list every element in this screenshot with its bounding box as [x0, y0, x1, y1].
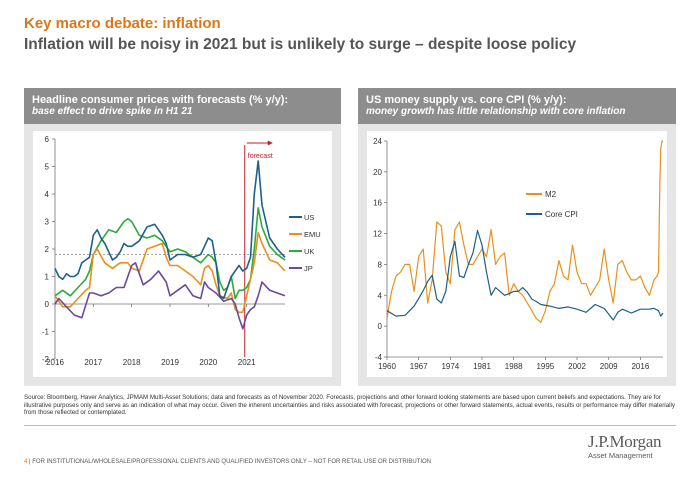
left-chart-plot-area: -2 -1 0 1 2 3 4 5 6 2016 2017 2018 2019 2020 2021 forec…: [33, 131, 332, 377]
y-tick-label: -4: [375, 353, 383, 362]
y-tick-label: 4: [378, 291, 383, 300]
y-tick-label: 3: [45, 218, 50, 227]
x-tick-label: 2016: [631, 362, 649, 371]
x-tick-label: 1981: [473, 362, 491, 371]
logo-subtitle: Asset Management: [588, 451, 653, 460]
y-tick-label: 1: [45, 273, 50, 282]
x-tick-label: 1967: [410, 362, 428, 371]
footer-text: FOR INSTITUTIONAL/WHOLESALE/PROFESSIONAL…: [32, 459, 431, 465]
series-line-core-cpi: [386, 229, 664, 321]
y-tick-label: 16: [373, 199, 382, 208]
right-chart-title: US money supply vs. core CPI (% y/y):: [366, 94, 567, 106]
y-tick-label: 0: [45, 300, 50, 309]
slide-kicker: Key macro debate: inflation: [24, 15, 221, 32]
x-tick-label: 2016: [46, 358, 64, 367]
page-number: 4: [24, 459, 28, 465]
forecast-arrowhead: [267, 140, 273, 146]
x-tick-label: 1960: [378, 362, 396, 371]
legend-label-us: US: [304, 213, 314, 222]
series-line-uk: [54, 207, 286, 300]
x-tick-label: 2019: [161, 358, 179, 367]
legend-label-core-cpi: Core CPI: [545, 210, 578, 219]
x-tick-label: 2009: [600, 362, 618, 371]
right-chart-plot-area: -4 0 4 8 12 16 20 24 1960 1967 1974 1981 1988 1995 200…: [367, 131, 667, 377]
right-chart-header: US money supply vs. core CPI (% y/y): mo…: [358, 88, 676, 124]
x-tick-label: 2020: [199, 358, 217, 367]
x-tick-label: 1988: [505, 362, 523, 371]
disclaimer-footer: 4 | FOR INSTITUTIONAL/WHOLESALE/PROFESSI…: [24, 459, 431, 465]
y-tick-label: 20: [373, 168, 382, 177]
legend-label-m2: M2: [545, 190, 557, 199]
series-line-m2: [386, 140, 663, 323]
footer-separator: |: [29, 459, 31, 465]
x-tick-label: 1974: [441, 362, 459, 371]
y-tick-label: 8: [378, 260, 383, 269]
series-line-emu: [54, 231, 286, 314]
x-tick-label: 2017: [84, 358, 102, 367]
series-line-us: [54, 160, 286, 300]
left-chart-panel: Headline consumer prices with forecasts …: [24, 88, 341, 386]
right-chart-panel: US money supply vs. core CPI (% y/y): mo…: [358, 88, 676, 386]
y-tick-label: 2: [45, 245, 50, 254]
slide-title: Inflation will be noisy in 2021 but is u…: [24, 36, 577, 53]
legend-label-jp: JP: [304, 264, 313, 273]
x-tick-label: 2021: [238, 358, 256, 367]
series-line-jp: [54, 262, 286, 330]
y-tick-label: 24: [373, 137, 382, 146]
logo-name: J.P.Morgan: [588, 432, 662, 451]
footer-divider: [24, 425, 676, 426]
jpmorgan-logo: J.P.Morgan Asset Management: [588, 432, 678, 460]
left-chart-header: Headline consumer prices with forecasts …: [24, 88, 341, 124]
source-note: Source: Bloomberg, Haver Analytics, JPMA…: [24, 394, 675, 417]
y-tick-label: -1: [42, 328, 50, 337]
right-chart-subtitle: money growth has little relationship wit…: [366, 106, 626, 117]
left-chart-title: Headline consumer prices with forecasts …: [32, 94, 289, 106]
legend-label-emu: EMU: [304, 230, 321, 239]
y-tick-label: 4: [45, 190, 50, 199]
money-supply-chart: -4 0 4 8 12 16 20 24 1960 1967 1974 1981 1988 1995 200…: [373, 137, 664, 371]
y-tick-label: -2: [42, 355, 50, 364]
x-tick-label: 2018: [123, 358, 141, 367]
legend-label-uk: UK: [304, 247, 314, 256]
y-tick-label: 0: [378, 322, 383, 331]
left-chart-subtitle: base effect to drive spike in H1 21: [32, 106, 193, 117]
x-tick-label: 1995: [536, 362, 554, 371]
y-tick-label: 12: [373, 230, 382, 239]
y-tick-label: 5: [45, 163, 50, 172]
y-tick-label: 6: [45, 135, 50, 144]
inflation-forecast-chart: -2 -1 0 1 2 3 4 5 6 2016 2017 2018 2019 2020 2021 forec…: [42, 135, 321, 367]
forecast-label: forecast: [248, 153, 273, 160]
x-tick-label: 2002: [568, 362, 586, 371]
